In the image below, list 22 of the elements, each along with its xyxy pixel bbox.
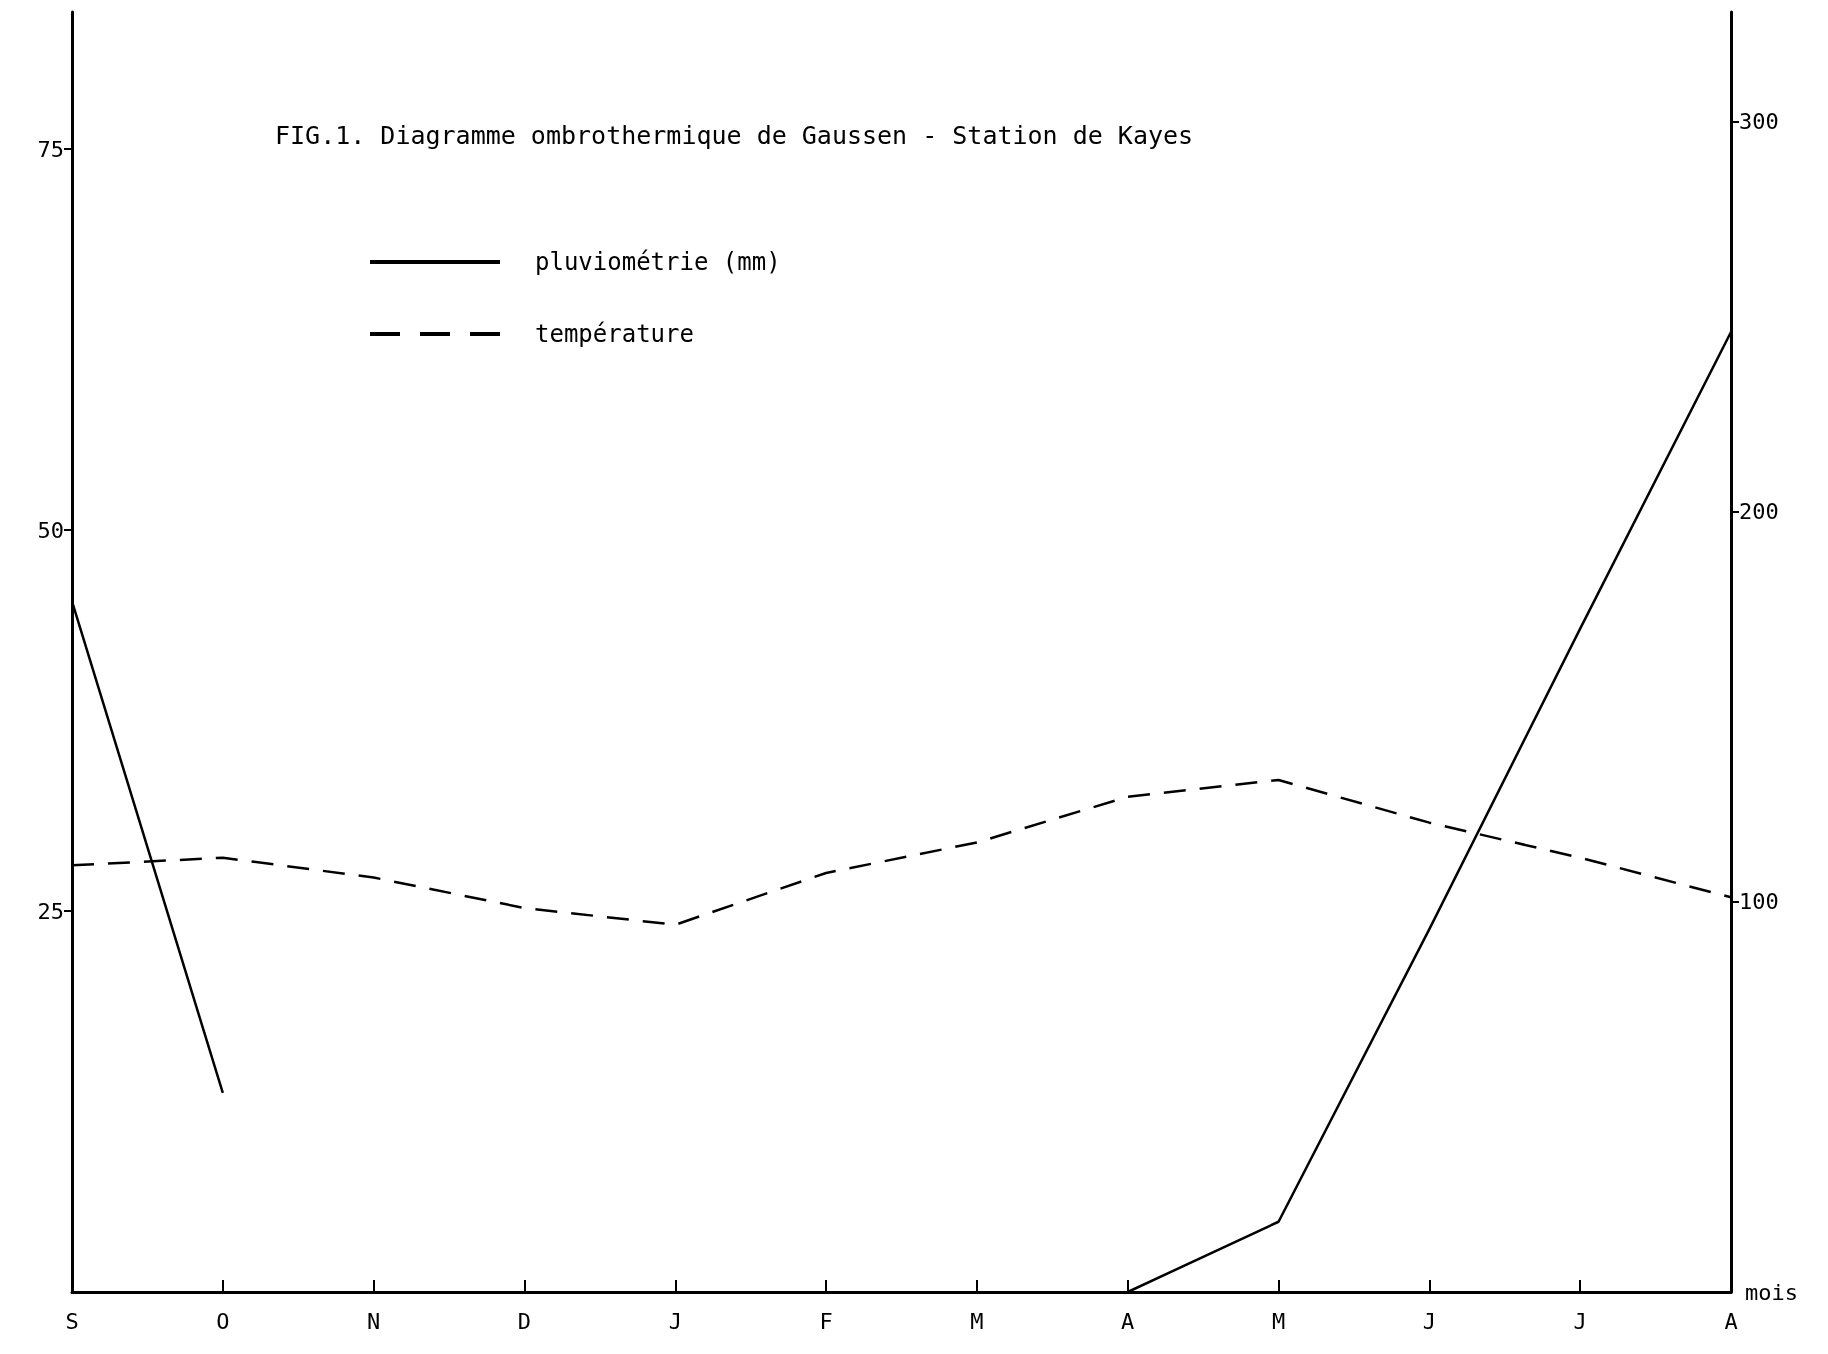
x-tick-label: A [1121, 1308, 1135, 1334]
y-tick-label: 25 [37, 898, 64, 924]
text: FIG.1. Diagramme ombrothermique de Gaussen - Station de Kayes [275, 121, 1194, 150]
x-tick-label: A [1724, 1308, 1738, 1334]
x-tick-label: F [819, 1308, 833, 1334]
x-tick-label: M [1271, 1308, 1286, 1334]
y-tick-label: 50 [37, 517, 64, 543]
y2-tick-label: 100 [1739, 889, 1779, 915]
x-tick-label: J [1573, 1308, 1587, 1334]
x-tick-label: S [65, 1308, 79, 1334]
legend-label: pluviométrie (mm) [535, 248, 781, 276]
x-tick-label: M [970, 1308, 984, 1334]
y2-tick-label: 200 [1739, 499, 1779, 525]
x-axis-title: mois [1745, 1279, 1798, 1305]
x-tick-label: J [1422, 1308, 1436, 1334]
legend-label: température [535, 320, 694, 348]
x-tick-label: N [367, 1308, 381, 1334]
x-tick-label: D [517, 1308, 532, 1334]
x-tick-label: J [668, 1308, 682, 1334]
x-tick-label: O [216, 1308, 230, 1334]
y2-tick-label: 300 [1739, 108, 1779, 134]
y-tick-label: 75 [37, 136, 64, 162]
